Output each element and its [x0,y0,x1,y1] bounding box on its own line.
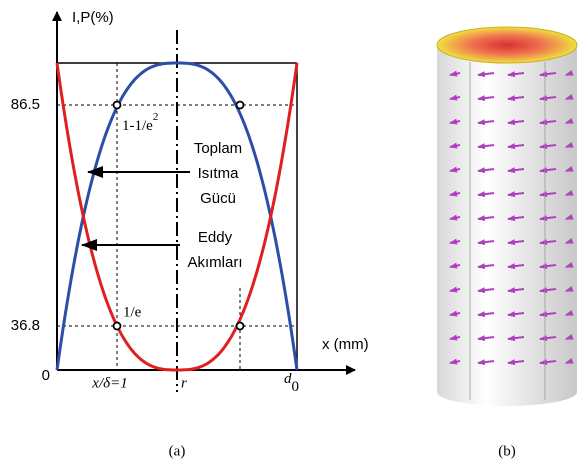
field-arrow [565,357,574,364]
caption: (b) [498,443,516,459]
field-arrow [507,167,525,174]
field-arrow [539,167,557,174]
x-label: x (mm) [322,336,369,353]
field-arrow [507,263,525,270]
field-arrow [477,191,495,198]
point [235,100,245,110]
point-label: 1/e [123,304,142,320]
field-arrow [477,95,495,102]
field-arrow [449,94,461,101]
y-tick-label: 36.8 [11,317,40,334]
field-arrow [565,189,574,196]
caption: (a) [169,443,186,459]
power-curve [55,62,299,372]
field-arrow [539,71,557,78]
field-arrow [539,191,557,198]
field-arrow [477,119,495,126]
field-arrow [565,309,574,316]
field-arrow [539,119,557,126]
y-tick-label: 0 [42,367,50,384]
field-arrow [539,239,557,246]
field-arrow [539,143,557,150]
field-arrow [539,287,557,294]
point [112,100,122,110]
field-arrow [507,335,525,342]
field-arrow [449,286,461,293]
field-arrow [477,71,495,78]
field-arrow [565,237,574,244]
x-tick-label: d0 [284,371,299,395]
point-label-base: 1-1/e [122,118,153,134]
field-arrow [507,287,525,294]
field-arrow [565,165,574,172]
field-arrow [449,238,461,245]
field-arrow [565,333,574,340]
field-arrow [565,117,574,124]
field-arrow [539,311,557,318]
field-arrow [477,167,495,174]
y-label: I,P(%) [72,9,114,26]
y-tick-label: 86.5 [11,96,40,113]
cylinder-side [437,45,577,406]
field-arrow [477,263,495,270]
field-arrow [565,261,574,268]
field-arrow [539,335,557,342]
annotation: Akımları [187,254,242,271]
x-tick-label: r [181,375,187,391]
field-arrow [449,214,461,221]
field-arrow [539,95,557,102]
field-arrow [449,310,461,317]
field-arrow [477,287,495,294]
field-arrow [565,69,574,76]
field-arrow [507,191,525,198]
current-curve [55,61,299,371]
field-arrow [539,263,557,270]
x-tick-sub: 0 [292,379,300,395]
field-arrow [507,95,525,102]
field-arrow [507,359,525,366]
point [235,321,245,331]
point-label: 1-1/e2 [122,111,158,135]
field-arrow [449,142,461,149]
panel-a [52,11,356,392]
panel-b [436,26,578,406]
field-arrow [507,71,525,78]
field-arrow [477,143,495,150]
field-arrow [449,166,461,173]
field-arrow [449,70,461,77]
field-arrow [507,215,525,222]
field-arrow [507,311,525,318]
field-arrow [449,334,461,341]
annotation: Eddy [198,229,233,246]
field-arrow [507,119,525,126]
x-tick-base: d [284,371,292,387]
point [112,321,122,331]
field-arrow [565,93,574,100]
cylinder-top [436,26,578,64]
field-arrow [449,190,461,197]
field-arrow [477,311,495,318]
field-arrow [449,118,461,125]
field-arrow [449,358,461,365]
point-label-sup: 2 [153,111,159,123]
field-arrow [449,262,461,269]
x-tick-label: x/δ=1 [91,375,127,391]
field-arrow [477,215,495,222]
field-arrow [565,285,574,292]
field-arrow [539,359,557,366]
field-arrow [477,239,495,246]
field-arrow [477,359,495,366]
annotation: Isıtma [198,165,239,182]
annotation: Toplam [194,140,242,157]
field-arrow [539,215,557,222]
field-arrow [507,239,525,246]
field-arrow [565,141,574,148]
annotation: Gücü [200,190,236,207]
field-arrow [477,335,495,342]
field-arrow [565,213,574,220]
field-arrow [507,143,525,150]
